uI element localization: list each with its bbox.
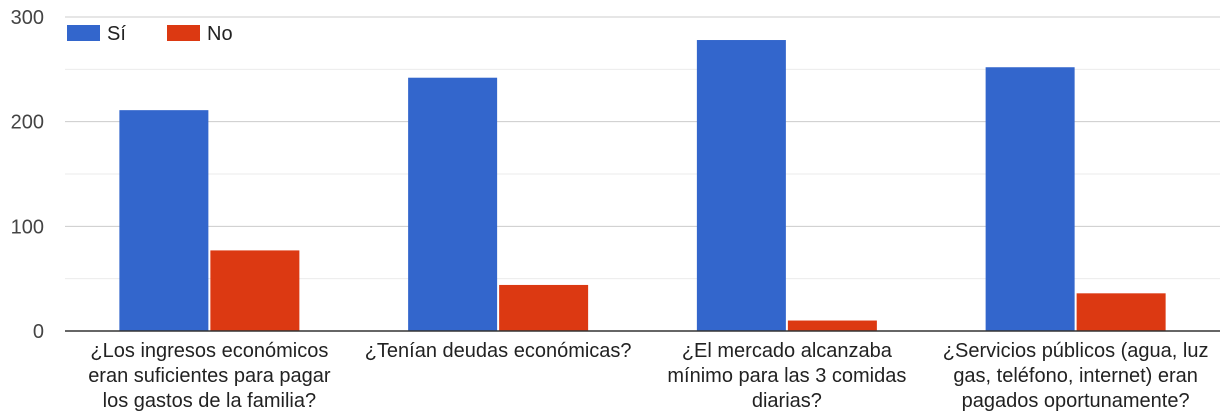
legend-swatch — [167, 25, 200, 41]
x-axis: ¿Los ingresos económicos eran suficientes… — [65, 330, 1220, 412]
legend-label: No — [207, 23, 233, 45]
x-category-label: ¿Servicios públicos (agua, luz gas, teléf… — [943, 340, 1209, 412]
bar-no-4 — [1076, 293, 1166, 331]
bars — [119, 40, 1166, 332]
bar-si-4 — [985, 67, 1075, 332]
x-category-label: ¿Tenían deudas económicas? — [365, 340, 632, 362]
legend-label: Sí — [107, 23, 126, 45]
bar-si-3 — [696, 40, 786, 331]
y-axis: 0 100 200 300 — [11, 7, 44, 343]
bar-no-2 — [499, 284, 589, 331]
y-tick-label: 0 — [33, 321, 44, 343]
x-category-label: ¿El mercado alcanzaba mínimo para las 3 c… — [667, 340, 906, 412]
bar-si-2 — [408, 77, 498, 331]
legend-swatch — [67, 25, 100, 41]
y-tick-label: 300 — [11, 7, 44, 29]
x-category-label: ¿Los ingresos económicos eran suficientes… — [88, 340, 331, 412]
bar-si-1 — [119, 110, 209, 331]
y-tick-label: 100 — [11, 216, 44, 238]
bar-no-3 — [787, 320, 877, 331]
legend: Sí No — [67, 23, 233, 45]
y-tick-label: 200 — [11, 112, 44, 134]
bar-no-1 — [210, 250, 300, 331]
